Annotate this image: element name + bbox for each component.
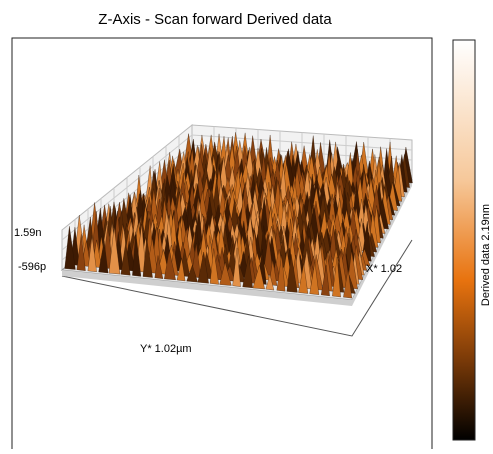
colorbar-label: Derived data 2.19nm (480, 204, 492, 306)
x-axis-label: X* 1.02 (366, 263, 402, 275)
colorbar (453, 40, 475, 440)
z-min-label: -596p (18, 261, 46, 273)
y-axis-label: Y* 1.02µm (140, 343, 192, 355)
title: Z-Axis - Scan forward Derived data (98, 11, 332, 28)
screen: Z-Axis - Scan forward Derived data 1.59n… (0, 0, 493, 449)
z-max-label: 1.59n (14, 227, 42, 239)
